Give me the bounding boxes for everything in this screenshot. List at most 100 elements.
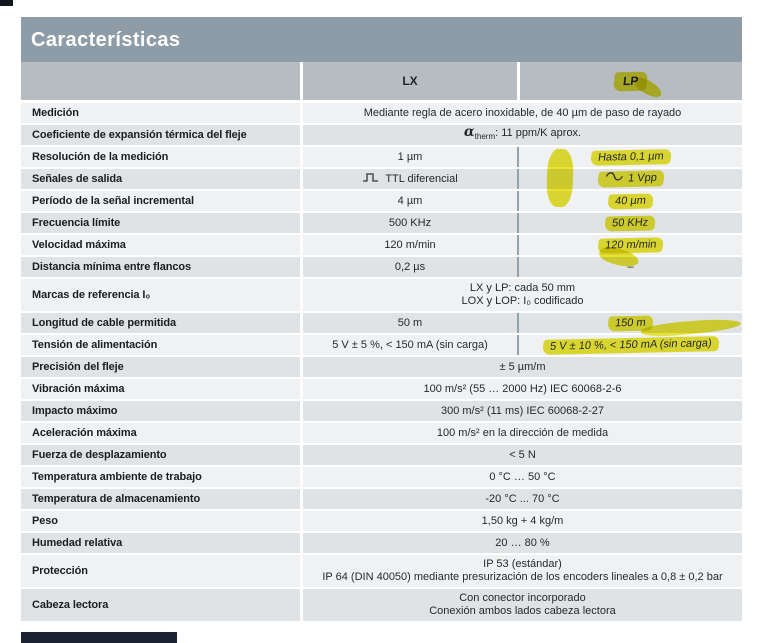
- column-label-lx: LX: [402, 74, 418, 88]
- table-row: Distancia mínima entre flancos 0,2 µs –: [21, 257, 742, 277]
- row-values: 100 m/s² en la dirección de medida: [303, 423, 742, 443]
- cell-span: Con conector incorporado Conexión ambos l…: [303, 589, 742, 621]
- row-values: 0 °C … 50 °C: [303, 467, 742, 487]
- table-row: Cabeza lectora Con conector incorporado Co…: [21, 589, 742, 621]
- cell-span: 1,50 kg + 4 kg/m: [303, 511, 742, 531]
- row-label: Período de la señal incremental: [21, 191, 300, 211]
- table-row: Marcas de referencia I₀ LX y LP: cada 50 …: [21, 279, 742, 311]
- value-line: < 5 N: [509, 448, 536, 461]
- value-line: 20 … 80 %: [495, 536, 550, 549]
- highlight-marker: 1 Vpp: [596, 170, 665, 188]
- value-line: Con conector incorporado: [459, 592, 586, 604]
- row-values: 0,2 µs –: [303, 257, 742, 277]
- row-label: Señales de salida: [21, 169, 300, 189]
- row-label: Cabeza lectora: [21, 589, 300, 621]
- cell-lx: 1 µm: [303, 147, 517, 167]
- table-row: Protección IP 53 (estándar) IP 64 (DIN 400…: [21, 555, 742, 587]
- table-row: Impacto máximo 300 m/s² (11 ms) IEC 60068…: [21, 401, 742, 421]
- cell-lx: 4 µm: [303, 191, 517, 211]
- value-line: αtherm: 11 ppm/K aprox.: [463, 123, 582, 143]
- value-line: Mediante regla de acero inoxidable, de 4…: [363, 106, 682, 119]
- row-label: Coeficiente de expansión térmica del fle…: [21, 125, 300, 145]
- row-values: LX y LP: cada 50 mm LOX y LOP: I₀ codific…: [303, 279, 742, 311]
- cell-span: 300 m/s² (11 ms) IEC 60068-2-27: [303, 401, 742, 421]
- table-row: Frecuencia límite 500 KHz 50 KHz: [21, 213, 742, 233]
- footer-bar: [21, 632, 177, 643]
- row-values: αtherm: 11 ppm/K aprox.: [303, 125, 742, 145]
- table-row: Peso 1,50 kg + 4 kg/m: [21, 511, 742, 531]
- highlight-marker: Hasta 0,1 µm: [589, 148, 672, 166]
- value-line: IP 64 (DIN 40050) mediante presurización…: [322, 571, 723, 583]
- row-values: 300 m/s² (11 ms) IEC 60068-2-27: [303, 401, 742, 421]
- cell-span: < 5 N: [303, 445, 742, 465]
- cell-lx: 5 V ± 5 %, < 150 mA (sin carga): [303, 335, 517, 355]
- cell-lx: 50 m: [303, 313, 517, 333]
- cell-span: 0 °C … 50 °C: [303, 467, 742, 487]
- cell-span: IP 53 (estándar) IP 64 (DIN 40050) median…: [303, 555, 742, 587]
- row-label: Aceleración máxima: [21, 423, 300, 443]
- row-values: Con conector incorporado Conexión ambos l…: [303, 589, 742, 621]
- column-header-lx: LX: [303, 62, 517, 100]
- pulse-wave-icon: [362, 172, 380, 185]
- row-label: Velocidad máxima: [21, 235, 300, 255]
- page-corner-mark: [0, 0, 13, 6]
- row-label: Temperatura ambiente de trabajo: [21, 467, 300, 487]
- row-label: Protección: [21, 555, 300, 587]
- cell-lx: 0,2 µs: [303, 257, 517, 277]
- row-values: TTL diferencial 1 Vpp: [303, 169, 742, 189]
- row-label: Distancia mínima entre flancos: [21, 257, 300, 277]
- cell-lp: 40 µm: [517, 191, 742, 211]
- table-row: Medición Mediante regla de acero inoxidab…: [21, 103, 742, 123]
- cell-span: 100 m/s² (55 … 2000 Hz) IEC 60068-2-6: [303, 379, 742, 399]
- characteristics-table: Características LX LP Medición Mediante r…: [21, 17, 742, 623]
- cell-lp: 120 m/min: [517, 235, 742, 255]
- alpha-symbol: α: [463, 123, 475, 140]
- cell-lp: 50 KHz: [517, 213, 742, 233]
- value-line: LX y LP: cada 50 mm: [469, 282, 576, 294]
- row-values: < 5 N: [303, 445, 742, 465]
- row-label: Marcas de referencia I₀: [21, 279, 300, 311]
- table-row: Coeficiente de expansión térmica del fle…: [21, 125, 742, 145]
- row-values: 1 µm Hasta 0,1 µm: [303, 147, 742, 167]
- row-label: Precisión del fleje: [21, 357, 300, 377]
- row-values: 1,50 kg + 4 kg/m: [303, 511, 742, 531]
- table-row: Fuerza de desplazamiento < 5 N: [21, 445, 742, 465]
- row-values: 4 µm 40 µm: [303, 191, 742, 211]
- column-header-lp: LP: [520, 62, 742, 100]
- value-line: LOX y LOP: I₀ codificado: [461, 295, 584, 307]
- value-line: Conexión ambos lados cabeza lectora: [429, 605, 616, 617]
- row-label: Frecuencia límite: [21, 213, 300, 233]
- cell-lp: 1 Vpp: [517, 169, 742, 189]
- table-row: Temperatura ambiente de trabajo 0 °C … 50…: [21, 467, 742, 487]
- cell-span: ± 5 µm/m: [303, 357, 742, 377]
- table-row: Precisión del fleje ± 5 µm/m: [21, 357, 742, 377]
- table-row: Vibración máxima 100 m/s² (55 … 2000 Hz) …: [21, 379, 742, 399]
- value-line: IP 53 (estándar): [483, 558, 562, 570]
- row-values: 500 KHz 50 KHz: [303, 213, 742, 233]
- row-values: ± 5 µm/m: [303, 357, 742, 377]
- row-values: -20 °C ... 70 °C: [303, 489, 742, 509]
- table-row: Tensión de alimentación 5 V ± 5 %, < 150 …: [21, 335, 742, 355]
- cell-span: Mediante regla de acero inoxidable, de 4…: [303, 103, 742, 123]
- section-title: Características: [21, 17, 742, 62]
- table-row: Resolución de la medición 1 µm Hasta 0,1 µ…: [21, 147, 742, 167]
- row-label: Peso: [21, 511, 300, 531]
- table-row: Longitud de cable permitida 50 m 150 m: [21, 313, 742, 333]
- cell-span: αtherm: 11 ppm/K aprox.: [303, 125, 742, 145]
- cell-span: 20 … 80 %: [303, 533, 742, 553]
- value-line: 100 m/s² (55 … 2000 Hz) IEC 60068-2-6: [423, 382, 622, 395]
- table-row: Aceleración máxima 100 m/s² en la direcci…: [21, 423, 742, 443]
- value-line: 100 m/s² en la dirección de medida: [436, 426, 609, 439]
- table-row: Humedad relativa 20 … 80 %: [21, 533, 742, 553]
- cell-span: LX y LP: cada 50 mm LOX y LOP: I₀ codific…: [303, 279, 742, 311]
- table-rows: Medición Mediante regla de acero inoxidab…: [21, 103, 742, 621]
- header-empty-cell: [21, 62, 300, 100]
- value-line: -20 °C ... 70 °C: [485, 492, 560, 505]
- highlight-marker: 40 µm: [607, 193, 654, 209]
- row-label: Tensión de alimentación: [21, 335, 300, 355]
- cell-lx: TTL diferencial: [303, 169, 517, 189]
- cell-lp: –: [517, 257, 742, 277]
- row-label: Impacto máximo: [21, 401, 300, 421]
- value-line: 1,50 kg + 4 kg/m: [481, 514, 564, 527]
- value-text: : 11 ppm/K aprox.: [495, 126, 582, 139]
